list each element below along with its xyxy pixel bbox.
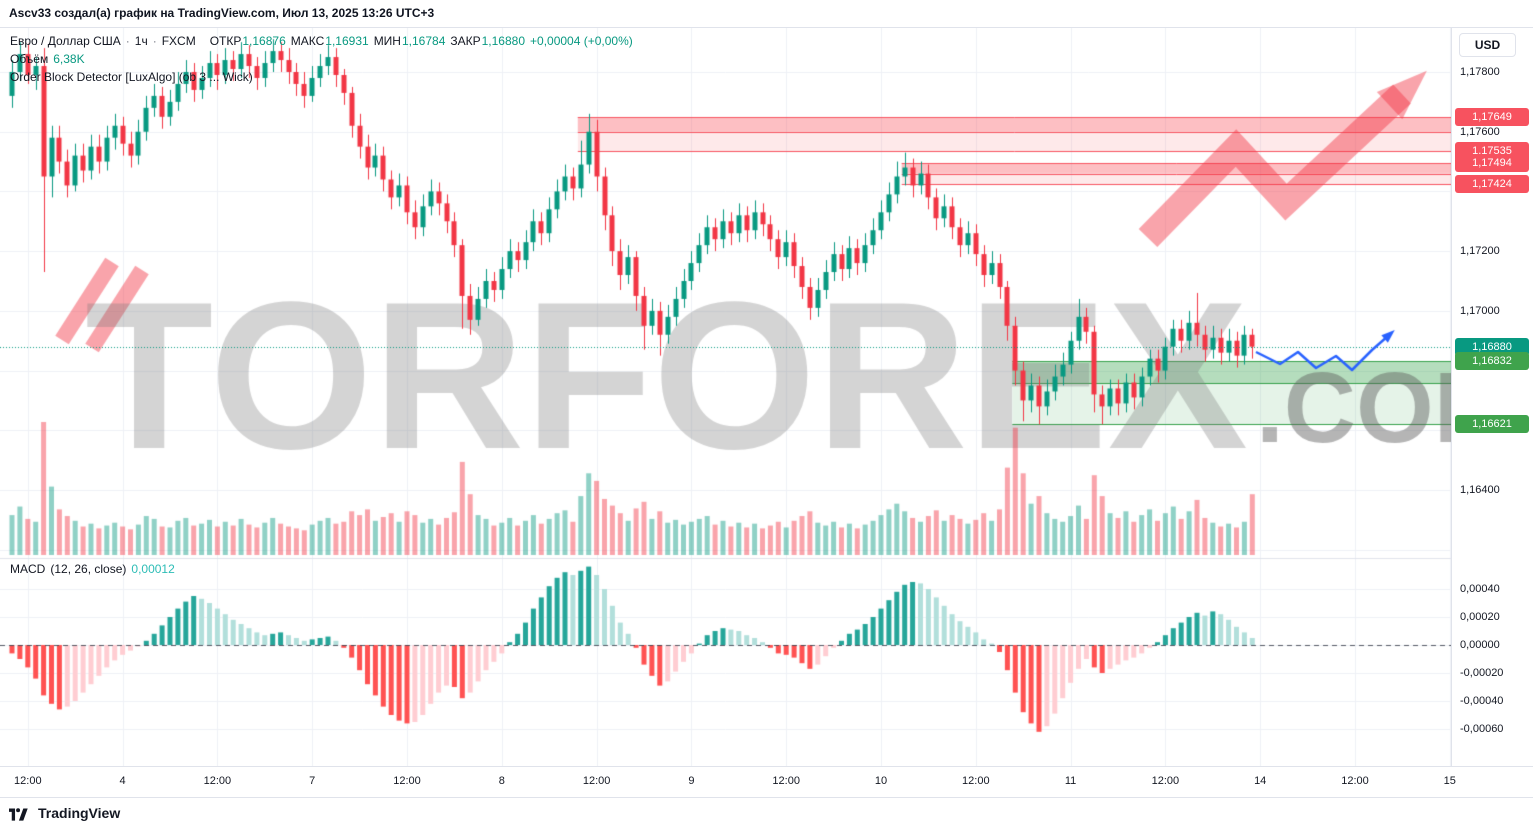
time-tick-label: 14 — [1254, 775, 1267, 787]
time-tick-label: 12:00 — [393, 775, 421, 787]
share-header-text: Ascv33 создал(а) график на TradingView.c… — [9, 6, 435, 20]
price-level-badge[interactable]: 1,16832 — [1455, 352, 1529, 371]
macd-legend: MACD (12, 26, close) 0,00012 — [10, 562, 175, 576]
macd-params: (12, 26, close) — [50, 562, 127, 576]
chart-area: Евро / Доллар США · 1ч · FXCM ОТКР 1,1687… — [0, 28, 1533, 797]
price-axis[interactable]: 1,17800 1,17600 1,17200 1,17000 1,16400 0,000… — [1451, 28, 1533, 766]
chart-legend: Евро / Доллар США · 1ч · FXCM ОТКР 1,1687… — [10, 33, 633, 87]
high-value: 1,16931 — [325, 34, 369, 48]
price-tick-label: 1,17200 — [1460, 245, 1500, 258]
share-header: Ascv33 создал(а) график на TradingView.c… — [0, 0, 1533, 28]
macd-tick-label: -0,00060 — [1460, 723, 1504, 735]
close-label: ЗАКР — [450, 34, 481, 48]
price-level-badge[interactable]: 1,17494 — [1455, 154, 1529, 173]
high-label: МАКС — [290, 34, 325, 48]
low-value: 1,16784 — [401, 34, 446, 48]
time-tick-label: 9 — [688, 775, 695, 787]
time-tick-label: 12:00 — [203, 775, 232, 787]
close-value: 1,16880 — [481, 34, 526, 48]
indicator-row: Order Block Detector [LuxAlgo] (ob 3 ...… — [10, 69, 633, 85]
time-tick-label: 12:00 — [962, 775, 990, 787]
time-tick-label: 10 — [874, 775, 888, 787]
footer-bar: TradingView — [0, 797, 1533, 828]
time-tick-label: 12:00 — [1151, 775, 1180, 787]
volume-row: Объём 6,38K — [10, 51, 633, 67]
separator-dot: · — [125, 34, 130, 48]
indicator-title[interactable]: Order Block Detector [LuxAlgo] (ob 3 ...… — [10, 70, 253, 84]
macd-tick-label: 0,00020 — [1460, 611, 1500, 623]
time-tick-label: 12:00 — [582, 775, 611, 787]
time-tick-label: 11 — [1064, 775, 1077, 787]
candlestick-chart-canvas[interactable] — [0, 28, 1451, 766]
volume-label[interactable]: Объём — [10, 52, 49, 66]
time-tick-label: 8 — [498, 775, 505, 787]
separator-dot: · — [152, 34, 157, 48]
price-level-badge[interactable]: 1,16621 — [1455, 415, 1529, 433]
change-value: +0,00004 (+0,00%) — [530, 34, 633, 48]
time-tick-label: 12:00 — [1341, 775, 1369, 787]
currency-toggle-button[interactable]: USD — [1459, 33, 1516, 57]
exchange-label[interactable]: FXCM — [161, 34, 196, 48]
macd-value: 0,00012 — [131, 562, 175, 576]
macd-name[interactable]: MACD — [10, 562, 46, 576]
symbol-title[interactable]: Евро / Доллар США — [10, 34, 121, 48]
time-tick-label: 12:00 — [14, 775, 42, 787]
open-label: ОТКР — [209, 34, 242, 48]
time-tick-label: 15 — [1443, 775, 1456, 787]
macd-tick-label: 0,00000 — [1460, 639, 1500, 651]
low-label: МИН — [373, 34, 401, 48]
time-tick-label: 4 — [119, 775, 126, 787]
price-level-badge[interactable]: 1,17424 — [1455, 175, 1529, 194]
symbol-row: Евро / Доллар США · 1ч · FXCM ОТКР 1,1687… — [10, 33, 633, 49]
tradingview-logo-icon[interactable] — [9, 806, 31, 821]
interval-label[interactable]: 1ч — [134, 34, 148, 48]
time-axis[interactable]: 12:00 4 12:00 7 12:00 8 12:00 9 12:00 10 12:00 11 12… — [0, 766, 1533, 797]
tradingview-wordmark[interactable]: TradingView — [38, 805, 121, 821]
open-value: 1,16876 — [242, 34, 286, 48]
price-tick-label: 1,17600 — [1460, 125, 1500, 138]
price-level-badge[interactable]: 1,17649 — [1455, 108, 1529, 127]
price-tick-label: 1,17000 — [1460, 304, 1500, 317]
price-tick-label: 1,17800 — [1460, 66, 1500, 78]
macd-tick-label: -0,00040 — [1460, 695, 1504, 707]
macd-tick-label: 0,00040 — [1460, 583, 1500, 595]
macd-tick-label: -0,00020 — [1460, 667, 1504, 679]
time-tick-label: 12:00 — [772, 775, 800, 787]
price-level-badge[interactable]: 1,16880 — [1455, 337, 1529, 356]
price-tick-label: 1,16400 — [1460, 483, 1500, 496]
volume-value: 6,38K — [53, 52, 85, 66]
time-tick-label: 7 — [309, 775, 316, 787]
